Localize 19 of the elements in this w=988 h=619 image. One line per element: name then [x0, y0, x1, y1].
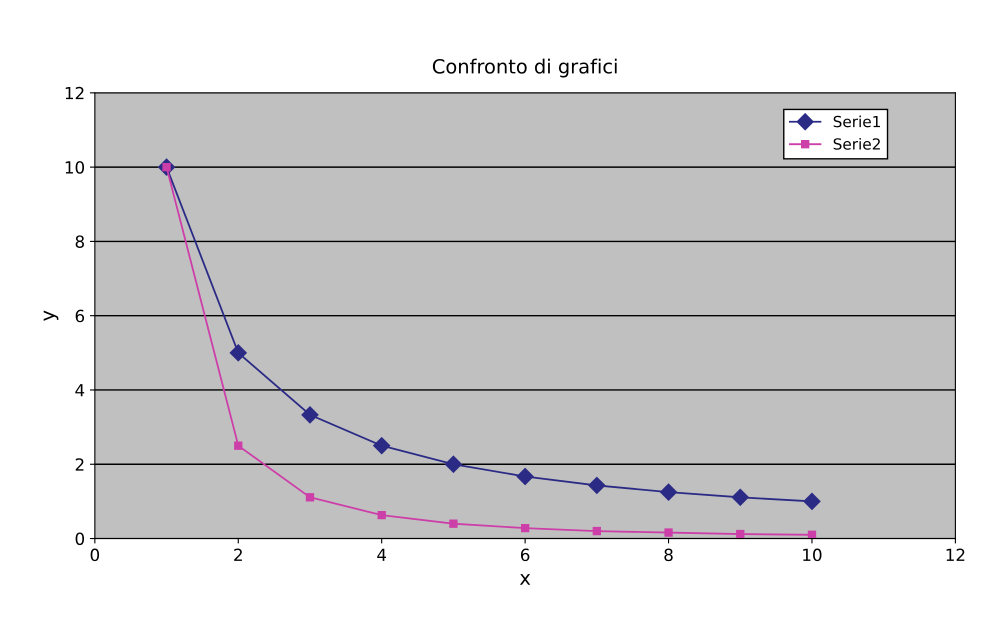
- x-tick-label: 10: [803, 548, 822, 562]
- y-tick-label: 0: [76, 532, 84, 546]
- x-tick-label: 6: [520, 548, 530, 562]
- y-axis-title: y: [44, 310, 58, 321]
- y-tick-label: 6: [76, 310, 84, 322]
- y-tick-label: 12: [66, 86, 84, 100]
- y-tick-label: 2: [76, 458, 84, 471]
- chart-title: Confronto di grafici: [432, 58, 617, 78]
- y-tick-label: 10: [66, 161, 84, 174]
- y-tick-label: 8: [76, 235, 84, 248]
- x-tick-label: 4: [377, 548, 386, 561]
- legend-label: Serie2: [834, 138, 880, 150]
- x-tick-label: 2: [234, 548, 242, 561]
- x-tick-label: 12: [946, 548, 964, 561]
- x-axis-title: x: [520, 574, 530, 585]
- x-tick-label: 8: [664, 548, 673, 562]
- y-tick-label: 4: [75, 384, 84, 396]
- legend-label: Serie1: [834, 116, 880, 128]
- x-tick-label: 0: [90, 548, 100, 562]
